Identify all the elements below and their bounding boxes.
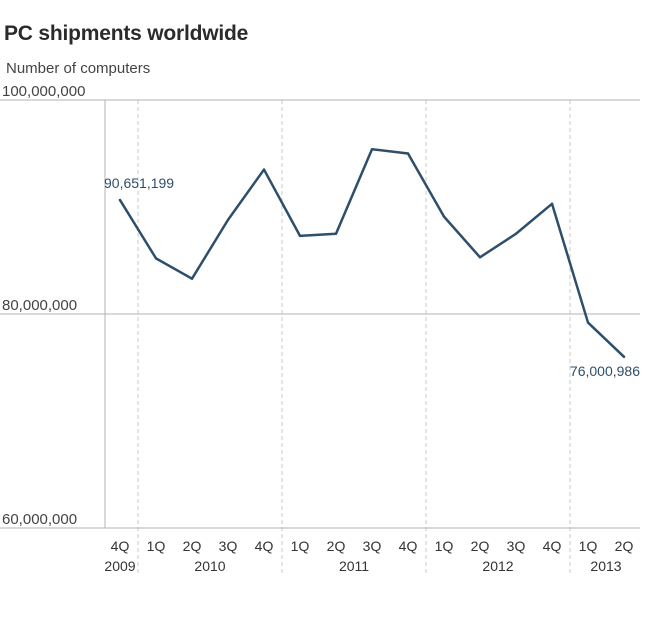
data-point	[550, 202, 554, 205]
data-point	[586, 321, 590, 324]
year-label: 2013	[590, 558, 621, 574]
x-tick-label: 4Q	[255, 538, 274, 554]
data-label: 90,651,199	[104, 175, 174, 191]
x-tick-label: 2Q	[615, 538, 634, 554]
data-point	[154, 257, 158, 260]
chart-subtitle: Number of computers	[6, 60, 151, 77]
x-tick-label: 2Q	[183, 538, 202, 554]
data-label: 76,000,986	[570, 363, 640, 379]
y-tick-label: 100,000,000	[2, 83, 85, 100]
x-tick-label: 1Q	[291, 538, 310, 554]
data-point	[370, 148, 374, 151]
chart-title: PC shipments worldwide	[4, 22, 249, 45]
x-tick-label: 1Q	[147, 538, 166, 554]
year-label: 2010	[194, 558, 225, 574]
year-label: 2009	[104, 558, 135, 574]
year-label: 2011	[339, 558, 369, 574]
y-tick-label: 80,000,000	[2, 297, 77, 314]
data-point	[118, 198, 122, 202]
x-tick-label: 4Q	[399, 538, 418, 554]
data-point	[622, 355, 626, 358]
data-point	[262, 168, 266, 171]
data-point	[406, 152, 410, 155]
x-tick-label: 1Q	[579, 538, 598, 554]
x-tick-label: 3Q	[507, 538, 526, 554]
data-point	[334, 232, 338, 235]
data-point	[514, 232, 518, 235]
x-tick-label: 3Q	[219, 538, 238, 554]
data-point	[442, 215, 446, 218]
x-tick-label: 4Q	[111, 538, 130, 554]
axis-layer: 100,000,000 80,000,000 60,000,000 4Q 1Q 2Q 3Q 4…	[2, 83, 633, 574]
data-point	[298, 234, 302, 238]
x-tick-label: 2Q	[327, 538, 346, 554]
data-point	[190, 277, 194, 280]
year-label: 2012	[482, 558, 513, 574]
y-tick-label: 60,000,000	[2, 511, 77, 528]
data-point	[478, 256, 482, 259]
series-layer	[118, 147, 626, 359]
label-layer: 90,651,199 76,000,986	[104, 175, 640, 379]
series-line	[118, 147, 626, 359]
grid-layer	[0, 99, 640, 576]
x-tick-label: 1Q	[435, 538, 454, 554]
x-tick-label: 4Q	[543, 538, 562, 554]
x-tick-label: 2Q	[471, 538, 490, 554]
x-tick-label: 3Q	[363, 538, 382, 554]
data-point	[226, 218, 230, 222]
